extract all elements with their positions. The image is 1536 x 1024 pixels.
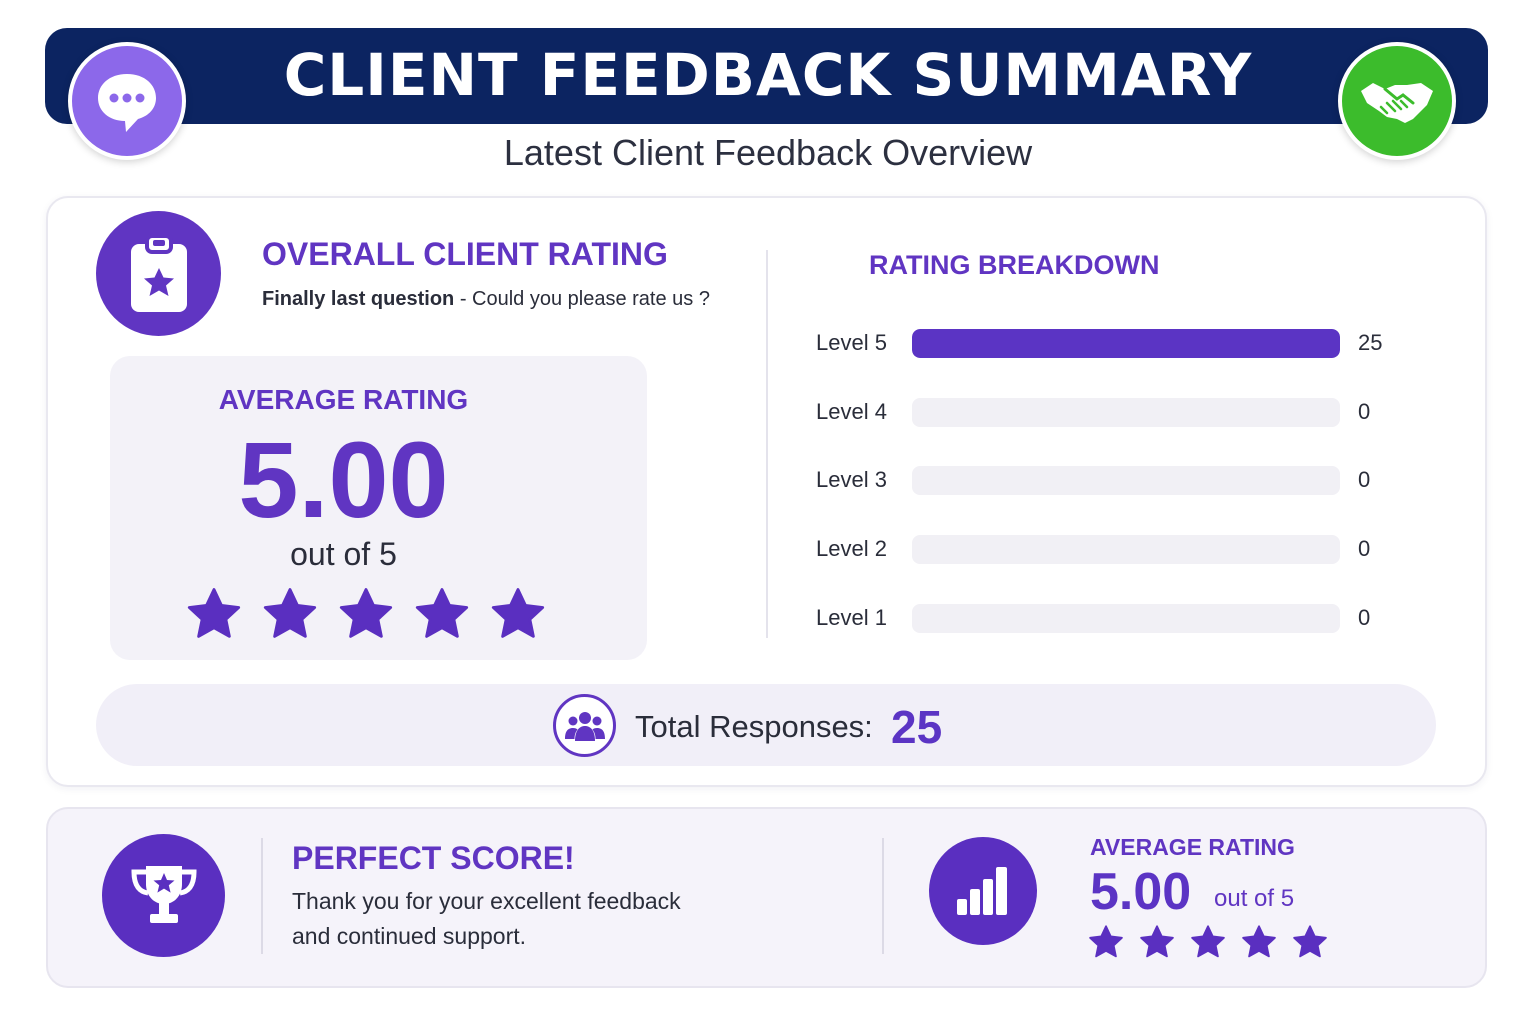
star-icon xyxy=(1191,925,1225,958)
star-icon xyxy=(339,588,393,638)
level-label: Level 3 xyxy=(816,467,887,492)
level-count: 0 xyxy=(1358,536,1371,561)
handshake-icon xyxy=(1361,83,1433,123)
summary-average-label: AVERAGE RATING xyxy=(1090,834,1295,860)
level-count: 0 xyxy=(1358,467,1371,492)
breakdown-row-level-3: Level 3 0 xyxy=(816,465,1396,495)
level-bar-fill xyxy=(912,329,1340,358)
star-rating xyxy=(186,586,546,642)
question-bold: Finally last question xyxy=(262,288,455,310)
star-icon xyxy=(1242,925,1276,958)
breakdown-row-level-1: Level 1 0 xyxy=(816,603,1396,633)
star-icon xyxy=(263,588,317,638)
star-icon xyxy=(491,588,545,638)
breakdown-row-level-4: Level 4 0 xyxy=(816,397,1396,427)
breakdown-row-level-2: Level 2 0 xyxy=(816,534,1396,564)
chart-badge xyxy=(929,837,1037,945)
star-icon xyxy=(1089,925,1123,958)
average-rating-outof: out of 5 xyxy=(290,536,397,572)
rating-question: Finally last question - Could you please… xyxy=(262,285,710,313)
level-label: Level 1 xyxy=(816,605,887,630)
level-count: 0 xyxy=(1358,399,1371,424)
trophy-star-icon xyxy=(130,865,197,923)
message-line: Thank you for your excellent feedback xyxy=(292,888,681,914)
level-bar-track xyxy=(912,398,1340,427)
trophy-badge xyxy=(102,834,225,957)
level-bar-track xyxy=(912,604,1340,633)
level-bar-track xyxy=(912,466,1340,495)
level-bar-track xyxy=(912,535,1340,564)
total-responses-value: 25 xyxy=(891,701,943,753)
divider xyxy=(261,838,263,954)
level-bar-track xyxy=(912,329,1340,358)
total-responses-label: Total Responses: xyxy=(635,709,873,744)
overall-rating-title: OVERALL CLIENT RATING xyxy=(262,236,668,272)
page-subtitle: Latest Client Feedback Overview xyxy=(503,132,1033,173)
clipboard-badge xyxy=(96,211,221,336)
clipboard-star-icon xyxy=(130,233,187,312)
people-badge xyxy=(553,694,616,757)
question-rest: - Could you please rate us ? xyxy=(454,288,710,310)
summary-card xyxy=(46,807,1487,988)
breakdown-row-level-5: Level 5 25 xyxy=(816,328,1396,358)
level-label: Level 2 xyxy=(816,536,887,561)
star-icon xyxy=(1140,925,1174,958)
average-rating-value: 5.00 xyxy=(238,419,449,540)
page-title: CLIENT FEEDBACK SUMMARY xyxy=(283,41,1253,109)
average-rating-label: AVERAGE RATING xyxy=(218,384,469,415)
summary-average-outof: out of 5 xyxy=(1214,885,1295,912)
handshake-badge xyxy=(1338,42,1456,160)
people-group-icon xyxy=(564,711,605,741)
chat-badge xyxy=(68,42,186,160)
bar-chart-icon xyxy=(957,867,1007,915)
star-icon xyxy=(415,588,469,638)
chat-bubble-icon xyxy=(98,74,156,132)
summary-star-rating xyxy=(1088,924,1328,960)
divider xyxy=(766,250,768,638)
level-label: Level 4 xyxy=(816,399,887,424)
perfect-score-title: PERFECT SCORE! xyxy=(292,840,575,876)
level-label: Level 5 xyxy=(816,330,887,355)
summary-average-value: 5.00 xyxy=(1090,863,1192,921)
perfect-score-message: Thank you for your excellent feedback an… xyxy=(292,884,762,954)
rating-breakdown-title: RATING BREAKDOWN xyxy=(869,250,1160,280)
message-line: and continued support. xyxy=(292,923,527,949)
star-icon xyxy=(187,588,241,638)
star-icon xyxy=(1293,925,1327,958)
total-responses-bar xyxy=(96,684,1436,766)
header-bar xyxy=(45,28,1488,124)
level-count: 25 xyxy=(1358,330,1383,355)
level-count: 0 xyxy=(1358,605,1371,630)
divider xyxy=(882,838,884,954)
